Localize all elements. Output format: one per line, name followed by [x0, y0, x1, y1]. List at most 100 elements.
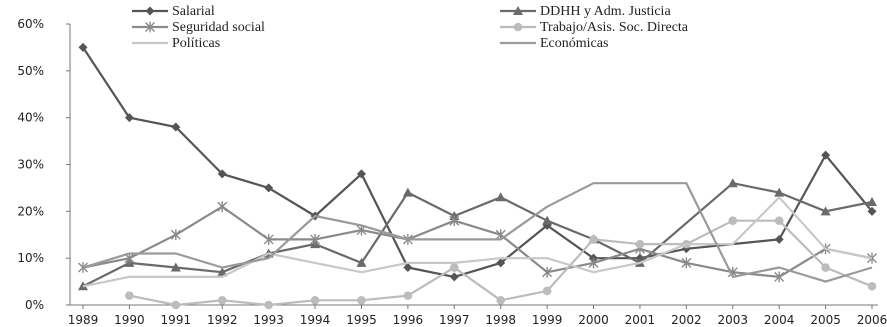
y-tick-label: 40%: [17, 111, 44, 125]
data-point: [820, 206, 831, 216]
data-point: [217, 169, 227, 179]
series-1: [78, 178, 877, 291]
x-tick-label: 1993: [253, 313, 284, 327]
legend-item: Económicas: [500, 36, 608, 51]
series-line: [82, 182, 873, 283]
data-point: [542, 215, 553, 225]
y-tick-label: 0%: [25, 298, 44, 312]
data-point: [542, 266, 553, 278]
data-point: [171, 122, 181, 132]
data-point: [821, 263, 830, 272]
x-tick-label: 1997: [439, 313, 470, 327]
data-point: [867, 196, 877, 206]
legend-item: Trabajo/Asis. Soc. Directa: [500, 20, 689, 35]
y-tick-label: 60%: [17, 17, 44, 31]
data-point: [867, 206, 877, 216]
series-line: [82, 46, 873, 278]
x-tick-label: 2000: [578, 313, 609, 327]
data-point: [774, 234, 784, 244]
data-point: [774, 216, 784, 225]
data-point: [217, 201, 228, 213]
x-tick-label: 1995: [346, 313, 377, 327]
data-point: [513, 22, 523, 32]
axes: 0% 10% 20% 30% 40% 50% 60% 1989 1990 1991 1992 1993…: [17, 17, 887, 327]
data-point: [171, 300, 181, 310]
series-4: [82, 196, 873, 288]
legend-label: DDHH y Adm. Justicia: [540, 4, 671, 19]
data-point: [145, 6, 155, 16]
x-tick-label: 1990: [114, 313, 145, 327]
data-point: [310, 234, 321, 245]
y-tick-label: 20%: [17, 204, 44, 218]
x-tick-label: 2005: [810, 313, 841, 327]
series-group: [78, 42, 877, 310]
data-point: [124, 113, 134, 123]
legend-label: Trabajo/Asis. Soc. Directa: [540, 20, 689, 35]
data-point: [170, 262, 181, 272]
data-point: [449, 263, 459, 272]
data-point: [403, 291, 413, 300]
data-point: [495, 192, 506, 202]
series-line: [82, 205, 873, 278]
x-tick-label: 2004: [764, 313, 795, 327]
data-point: [589, 235, 598, 244]
data-point: [774, 187, 785, 197]
legend-item: Seguridad social: [132, 20, 265, 35]
y-tick-label: 10%: [17, 251, 44, 265]
data-point: [496, 296, 506, 305]
x-tick-label: 2001: [625, 313, 656, 327]
data-point: [588, 257, 599, 269]
x-tick-label: 2002: [671, 313, 702, 327]
data-point: [449, 272, 459, 282]
legend-item: DDHH y Adm. Justicia: [500, 4, 671, 19]
x-tick-label: 1994: [300, 313, 331, 327]
series-5: [82, 182, 873, 283]
x-tick-label: 2003: [717, 313, 748, 327]
data-point: [635, 239, 645, 249]
data-point: [449, 215, 460, 227]
series-line: [82, 196, 873, 288]
data-point: [170, 229, 181, 241]
data-point: [681, 257, 692, 269]
data-point: [356, 169, 366, 179]
data-point: [403, 263, 413, 273]
data-point: [264, 300, 273, 310]
x-tick-label: 1999: [532, 313, 563, 327]
data-point: [310, 296, 320, 305]
series-2: [78, 201, 877, 283]
x-tick-label: 1996: [393, 313, 424, 327]
x-tick-label: 1989: [68, 313, 99, 327]
x-tick-label: 2006: [857, 313, 887, 327]
data-point: [496, 258, 506, 268]
data-point: [728, 216, 738, 225]
data-point: [145, 21, 155, 33]
legend-label: Salarial: [172, 4, 215, 19]
data-point: [356, 257, 367, 267]
series-3: [125, 216, 877, 310]
data-point: [217, 296, 227, 305]
data-point: [821, 150, 831, 160]
data-point: [217, 267, 228, 277]
y-tick-label: 50%: [17, 64, 44, 78]
legend-label: Económicas: [540, 36, 608, 51]
x-tick-label: 1991: [161, 313, 192, 327]
data-point: [513, 6, 523, 15]
legend: Salarial DDHH y Adm. Justicia Seguridad so…: [132, 4, 689, 51]
legend-label: Seguridad social: [172, 20, 265, 35]
data-point: [774, 271, 785, 283]
x-tick-label: 1992: [207, 313, 238, 327]
series-0: [78, 42, 877, 282]
data-point: [727, 178, 738, 188]
data-point: [402, 187, 413, 197]
y-tick-label: 30%: [17, 158, 44, 172]
data-point: [867, 281, 877, 291]
data-point: [542, 286, 552, 296]
data-point: [125, 291, 134, 300]
legend-label: Políticas: [172, 36, 220, 51]
data-point: [78, 42, 88, 52]
x-tick-label: 1998: [485, 313, 516, 327]
legend-item: Políticas: [132, 36, 220, 51]
data-point: [78, 262, 88, 273]
